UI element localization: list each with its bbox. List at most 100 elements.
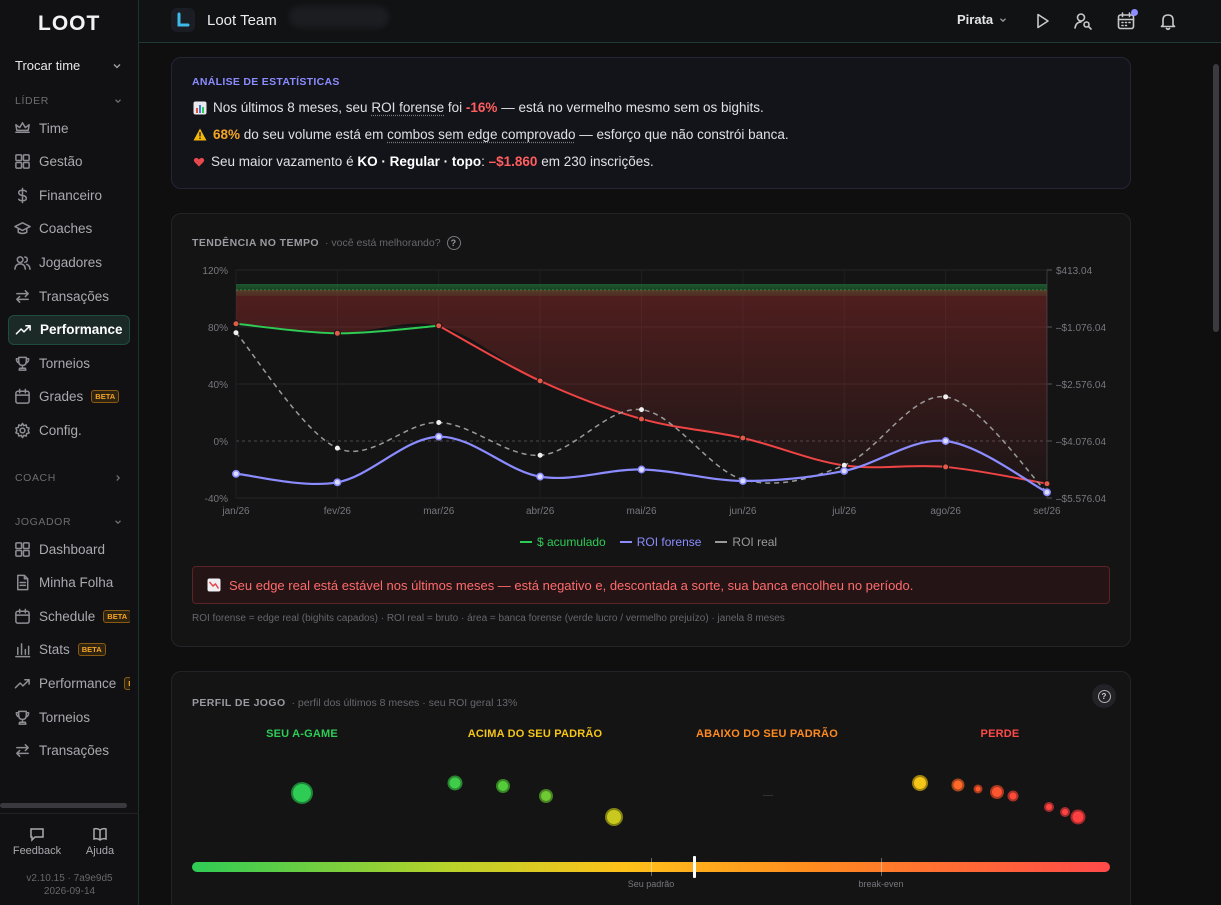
sidebar-player-item-minha-folha[interactable]: Minha Folha: [8, 568, 130, 598]
roi-forense-link[interactable]: ROI forense: [371, 100, 444, 115]
sidebar-item-jogadores[interactable]: Jogadores: [8, 247, 130, 277]
sidebar-item-torneios[interactable]: Torneios: [8, 348, 130, 378]
feedback-button[interactable]: Feedback: [7, 826, 67, 857]
roi-forense-point[interactable]: [436, 434, 442, 440]
accumulated-point[interactable]: [943, 464, 949, 470]
sidebar-item-financeiro[interactable]: Financeiro: [8, 180, 130, 210]
sidebar-player-item-dashboard[interactable]: Dashboard: [8, 534, 130, 564]
team-switch-button[interactable]: Trocar time: [15, 58, 123, 73]
team-name[interactable]: Loot Team: [207, 12, 277, 29]
roi-forense-point[interactable]: [740, 478, 746, 484]
roi-real-point[interactable]: [436, 420, 441, 425]
accumulated-point[interactable]: [436, 323, 442, 329]
notifications-button[interactable]: [1158, 11, 1178, 31]
sidebar: LOOT Trocar time LÍDER Time Gestão Finance…: [0, 0, 139, 905]
roi-real-point[interactable]: [234, 330, 239, 335]
sidebar-player-item-performance[interactable]: Performance BETA: [8, 668, 130, 698]
roi-forense-point[interactable]: [1044, 489, 1050, 495]
roi-forense-point[interactable]: [537, 473, 543, 479]
roi-value: -16%: [466, 100, 498, 115]
sidebar-player-item-stats[interactable]: Stats BETA: [8, 635, 130, 665]
sidebar-item-time[interactable]: Time: [8, 113, 130, 143]
y-left-tick-label: -40%: [205, 494, 228, 505]
profile-needle[interactable]: [693, 856, 696, 878]
profile-dot[interactable]: [952, 779, 965, 792]
calendar-button[interactable]: [1116, 11, 1136, 31]
legend-item[interactable]: ROI real: [715, 535, 777, 549]
team-logo[interactable]: [171, 8, 195, 32]
accumulated-point[interactable]: [233, 321, 239, 327]
play-button[interactable]: [1032, 11, 1052, 31]
legend-item[interactable]: ROI forense: [620, 535, 702, 549]
roi-forense-point[interactable]: [942, 438, 948, 444]
accumulated-point[interactable]: [740, 435, 746, 441]
profile-dot[interactable]: [539, 789, 553, 803]
main-scrollbar[interactable]: [1213, 64, 1219, 332]
help-button[interactable]: Ajuda: [70, 826, 130, 857]
accumulated-point[interactable]: [1044, 481, 1050, 487]
arrows-icon: [14, 288, 31, 305]
roi-real-point[interactable]: [538, 453, 543, 458]
file-icon: [14, 574, 31, 591]
roi-forense-point[interactable]: [638, 466, 644, 472]
sidebar-player-item-transa-es[interactable]: Transações: [8, 736, 130, 766]
analysis-leak-line: Seu maior vazamento é KO · Regular · top…: [193, 154, 654, 169]
profile-dot[interactable]: [912, 775, 928, 791]
sidebar-player-item-schedule[interactable]: Schedule BETA: [8, 601, 130, 631]
section-leader[interactable]: LÍDER: [15, 95, 123, 107]
x-tick-label: ago/26: [930, 506, 961, 517]
section-coach[interactable]: COACH: [15, 472, 123, 484]
accumulated-point[interactable]: [334, 330, 340, 336]
profile-help-button[interactable]: ?: [1092, 684, 1116, 708]
profile-dot[interactable]: [605, 808, 623, 826]
sidebar-item-performance[interactable]: PerformanceBETA: [8, 315, 130, 345]
profile-dot[interactable]: [496, 779, 510, 793]
roi-real-point[interactable]: [943, 394, 948, 399]
bell-icon: [1158, 11, 1178, 31]
sidebar-item-transa-es[interactable]: Transações: [8, 281, 130, 311]
roi-forense-point[interactable]: [334, 479, 340, 485]
beta-badge: BETA: [103, 610, 130, 623]
y-right-tick-label: $413.04: [1056, 266, 1093, 277]
profile-dot[interactable]: [1044, 802, 1054, 812]
roi-forense-point[interactable]: [233, 471, 239, 477]
beta-badge: BETA: [91, 390, 119, 403]
nav-item-label: Config.: [39, 423, 82, 438]
sidebar-item-coaches[interactable]: Coaches: [8, 214, 130, 244]
y-right-tick-label: –$2.576.04: [1056, 380, 1106, 391]
sidebar-item-config[interactable]: Config.: [8, 415, 130, 445]
sidebar-scrollbar[interactable]: [0, 803, 127, 808]
user-search-button[interactable]: [1073, 11, 1093, 31]
profile-dot[interactable]: [974, 785, 983, 794]
chevron-down-icon: [998, 15, 1008, 25]
profile-dot[interactable]: [448, 776, 463, 791]
profile-dot[interactable]: [1008, 791, 1019, 802]
accumulated-point[interactable]: [639, 416, 645, 422]
sidebar-item-grades[interactable]: Grades BETA: [8, 382, 130, 412]
combos-link[interactable]: combos sem edge comprovado: [387, 127, 575, 142]
roi-forense-point[interactable]: [841, 468, 847, 474]
chart-legend: $ acumulado ROI forense ROI real: [520, 535, 777, 549]
user-menu[interactable]: Pirata: [957, 12, 1008, 27]
legend-item[interactable]: $ acumulado: [520, 535, 606, 549]
trophy-icon: [14, 709, 31, 726]
profile-dot[interactable]: [1071, 810, 1086, 825]
nav-item-label: Stats: [39, 642, 70, 657]
roi-real-point[interactable]: [335, 446, 340, 451]
nav-item-label: Financeiro: [39, 188, 102, 203]
arrows-icon: [14, 742, 31, 759]
section-coach-label: COACH: [15, 472, 56, 484]
users-icon: [14, 254, 31, 271]
section-player[interactable]: JOGADOR: [15, 516, 123, 528]
profile-dot[interactable]: [291, 782, 313, 804]
sidebar-player-item-torneios[interactable]: Torneios: [8, 702, 130, 732]
profile-dot[interactable]: [990, 785, 1004, 799]
accumulated-point[interactable]: [537, 378, 543, 384]
grid-icon: [14, 541, 31, 558]
roi-real-point[interactable]: [639, 407, 644, 412]
profile-dot[interactable]: [1060, 807, 1070, 817]
sidebar-item-gest-o[interactable]: Gestão: [8, 147, 130, 177]
chevron-down-icon: [113, 96, 123, 106]
beta-badge: BETA: [78, 643, 106, 656]
y-right-tick-label: –$1.076.04: [1056, 323, 1106, 334]
